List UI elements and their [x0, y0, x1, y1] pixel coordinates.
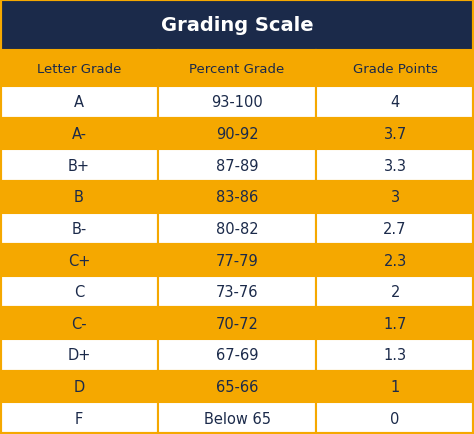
- Text: 87-89: 87-89: [216, 158, 258, 173]
- Bar: [158, 181, 316, 213]
- Text: C+: C+: [68, 253, 90, 268]
- Text: C: C: [74, 284, 84, 299]
- Bar: [316, 118, 474, 150]
- Text: 80-82: 80-82: [216, 221, 258, 237]
- Bar: [0, 118, 158, 150]
- Bar: [158, 402, 316, 434]
- Text: Grade Points: Grade Points: [353, 62, 438, 76]
- Bar: [158, 118, 316, 150]
- Text: 83-86: 83-86: [216, 190, 258, 205]
- Bar: [0, 51, 158, 87]
- Bar: [316, 276, 474, 308]
- Text: 2.7: 2.7: [383, 221, 407, 237]
- Text: 0: 0: [391, 411, 400, 426]
- Bar: [158, 213, 316, 245]
- Bar: [0, 0, 474, 51]
- Bar: [0, 150, 158, 181]
- Bar: [0, 371, 158, 402]
- Bar: [158, 371, 316, 402]
- Bar: [0, 245, 158, 276]
- Text: 1.3: 1.3: [383, 348, 407, 362]
- Bar: [316, 150, 474, 181]
- Bar: [158, 276, 316, 308]
- Bar: [158, 245, 316, 276]
- Bar: [158, 308, 316, 339]
- Text: Below 65: Below 65: [203, 411, 271, 426]
- Text: A-: A-: [72, 127, 86, 141]
- Bar: [158, 87, 316, 118]
- Bar: [0, 213, 158, 245]
- Bar: [316, 402, 474, 434]
- Bar: [316, 245, 474, 276]
- Text: 4: 4: [391, 95, 400, 110]
- Text: 1: 1: [391, 379, 400, 394]
- Text: 2: 2: [391, 284, 400, 299]
- Text: 3: 3: [391, 190, 400, 205]
- Text: 70-72: 70-72: [216, 316, 258, 331]
- Text: Letter Grade: Letter Grade: [36, 62, 121, 76]
- Text: D+: D+: [67, 348, 91, 362]
- Text: Grading Scale: Grading Scale: [161, 16, 313, 35]
- Text: Percent Grade: Percent Grade: [190, 62, 284, 76]
- Bar: [0, 181, 158, 213]
- Bar: [0, 402, 158, 434]
- Text: 3.3: 3.3: [383, 158, 407, 173]
- Text: C-: C-: [71, 316, 87, 331]
- Bar: [158, 51, 316, 87]
- Text: B+: B+: [68, 158, 90, 173]
- Bar: [316, 339, 474, 371]
- Bar: [0, 339, 158, 371]
- Text: 3.7: 3.7: [383, 127, 407, 141]
- Bar: [316, 308, 474, 339]
- Text: F: F: [75, 411, 83, 426]
- Bar: [316, 371, 474, 402]
- Text: 93-100: 93-100: [211, 95, 263, 110]
- Bar: [158, 150, 316, 181]
- Text: 73-76: 73-76: [216, 284, 258, 299]
- Bar: [0, 276, 158, 308]
- Text: B-: B-: [71, 221, 87, 237]
- Bar: [316, 51, 474, 87]
- Text: 65-66: 65-66: [216, 379, 258, 394]
- Text: 2.3: 2.3: [383, 253, 407, 268]
- Text: 77-79: 77-79: [216, 253, 258, 268]
- Text: 1.7: 1.7: [383, 316, 407, 331]
- Bar: [316, 87, 474, 118]
- Text: 67-69: 67-69: [216, 348, 258, 362]
- Text: A: A: [74, 95, 84, 110]
- Bar: [0, 308, 158, 339]
- Bar: [316, 181, 474, 213]
- Bar: [0, 87, 158, 118]
- Bar: [316, 213, 474, 245]
- Text: D: D: [73, 379, 84, 394]
- Text: 90-92: 90-92: [216, 127, 258, 141]
- Bar: [158, 339, 316, 371]
- Text: B: B: [74, 190, 84, 205]
